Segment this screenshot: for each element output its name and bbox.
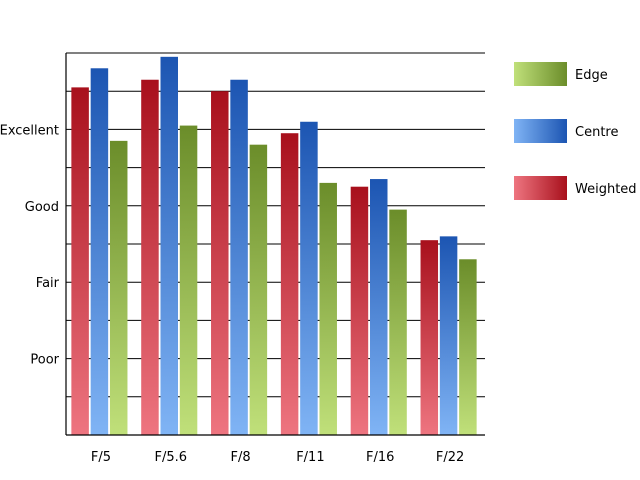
legend-label-weighted: Weighted — [575, 182, 637, 197]
bar-edge-f22 — [459, 259, 477, 435]
x-tick-label: F/5.6 — [154, 450, 187, 465]
axes — [65, 52, 485, 436]
bar-centre-f22 — [439, 236, 458, 435]
bar-weighted-f16 — [350, 186, 369, 435]
legend-label-centre: Centre — [575, 125, 618, 140]
x-tick-label: F/16 — [366, 450, 394, 465]
legend-label-edge: Edge — [575, 68, 608, 83]
bar-centre-f5 — [90, 68, 109, 435]
bar-weighted-f56 — [141, 79, 159, 436]
x-tick-label: F/22 — [436, 450, 464, 465]
bar-edge-f11 — [319, 182, 337, 435]
bar-edge-f56 — [179, 125, 198, 435]
bar-centre-f56 — [160, 56, 178, 435]
bar-weighted-f11 — [280, 133, 299, 435]
y-tick-label: Fair — [36, 276, 60, 291]
bar-centre-f16 — [370, 179, 388, 435]
bar-weighted-f22 — [420, 240, 439, 435]
x-tick-labels: F/5 F/5.6 F/8 F/11 F/16 F/22 — [91, 450, 464, 465]
legend: Edge Centre Weighted — [514, 62, 637, 200]
x-tick-label: F/11 — [296, 450, 324, 465]
legend-swatch-centre — [514, 119, 567, 143]
x-tick-label: F/5 — [91, 450, 111, 465]
legend-swatch-edge — [514, 62, 567, 86]
bar-edge-f5 — [109, 140, 128, 436]
bar-weighted-f5 — [71, 87, 89, 435]
y-tick-labels: Poor Fair Good Excellent — [0, 123, 60, 367]
bar-edge-f8 — [249, 144, 268, 435]
x-tick-label: F/8 — [231, 450, 251, 465]
legend-swatch-weighted — [514, 176, 567, 200]
y-tick-label: Excellent — [0, 123, 59, 138]
y-tick-label: Good — [25, 200, 59, 215]
y-tick-label: Poor — [30, 353, 59, 368]
bar-centre-f8 — [230, 79, 248, 436]
bar-edge-f16 — [389, 209, 407, 435]
bar-centre-f11 — [300, 121, 318, 435]
bars — [71, 56, 477, 436]
bar-weighted-f8 — [211, 91, 229, 435]
